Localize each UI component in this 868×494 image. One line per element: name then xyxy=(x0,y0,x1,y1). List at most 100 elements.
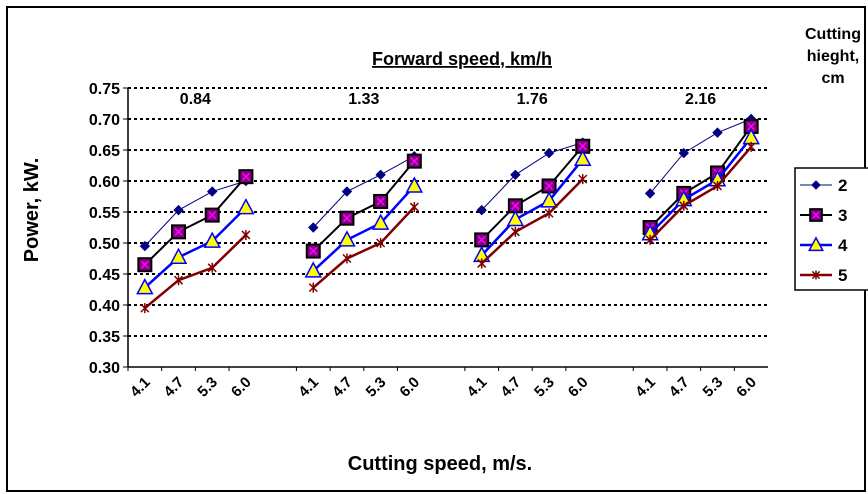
group-label: 2.16 xyxy=(685,91,716,108)
data-point-x xyxy=(511,201,520,210)
legend-label: 2 xyxy=(838,176,847,195)
legend-title-line: hieght, xyxy=(807,48,859,65)
data-point-x xyxy=(812,211,820,219)
x-tick-label: 5.3 xyxy=(700,374,727,401)
x-tick-label: 6.0 xyxy=(228,374,255,401)
legend-label: 5 xyxy=(838,266,847,285)
x-tick-label: 4.7 xyxy=(329,374,356,401)
series-line xyxy=(481,142,583,211)
series-line xyxy=(649,136,753,235)
data-point xyxy=(573,149,592,167)
data-point xyxy=(712,127,723,138)
legend-box xyxy=(794,167,868,291)
data-point-x xyxy=(376,197,385,206)
data-point xyxy=(712,180,723,191)
y-tick-label: 0.45 xyxy=(89,267,120,284)
group-labels: 0.84 1.33 1.76 2.16 xyxy=(180,91,717,108)
data-point-x xyxy=(410,157,419,166)
series-line xyxy=(312,160,416,252)
y-tick-label: 0.55 xyxy=(89,205,120,222)
legend-title-line: Cutting xyxy=(805,26,861,43)
data-point-x xyxy=(578,142,587,151)
data-point xyxy=(342,253,352,264)
series-line xyxy=(649,125,752,229)
data-point xyxy=(241,229,251,240)
x-axis-label: Cutting speed, m/s. xyxy=(348,453,532,475)
data-point-x xyxy=(174,227,183,236)
data-point xyxy=(173,275,184,286)
data-point xyxy=(477,258,487,269)
axes xyxy=(127,88,768,368)
x-tick-label: 4.1 xyxy=(295,374,322,401)
y-tick-label: 0.65 xyxy=(89,143,120,160)
series-line xyxy=(144,234,247,310)
y-tick-label: 0.70 xyxy=(89,112,120,129)
data-point xyxy=(338,230,356,247)
data-point xyxy=(811,270,821,280)
series-line xyxy=(649,118,752,194)
x-tick-label: 6.0 xyxy=(396,374,423,401)
data-point xyxy=(506,209,525,227)
series-line xyxy=(312,185,416,272)
legend-title: Cutting hieght, cm xyxy=(805,26,861,87)
group-label: 0.84 xyxy=(180,91,211,108)
y-tick-label: 0.50 xyxy=(89,236,120,253)
data-point xyxy=(645,234,655,245)
series-line xyxy=(480,158,584,257)
data-point xyxy=(510,226,520,237)
legend-label: 4 xyxy=(838,236,848,255)
series-5 xyxy=(140,141,756,314)
x-tick-label: 5.3 xyxy=(363,374,390,401)
series-line xyxy=(480,178,584,265)
data-point xyxy=(140,303,150,314)
x-tick-label: 5.3 xyxy=(531,374,558,401)
data-point xyxy=(476,204,487,216)
data-point-x xyxy=(208,211,217,220)
series-line xyxy=(144,176,247,266)
x-tick-label: 4.1 xyxy=(464,374,491,401)
x-tick-label: 4.7 xyxy=(497,374,524,401)
data-point-x xyxy=(241,172,250,181)
data-point-x xyxy=(342,214,351,223)
data-point xyxy=(375,169,386,181)
data-point-x xyxy=(309,247,318,256)
data-point xyxy=(811,180,821,190)
series-line xyxy=(312,206,416,289)
legend-title-line: cm xyxy=(821,70,844,87)
data-point xyxy=(678,147,689,159)
chart-title: Forward speed, km/h xyxy=(372,49,552,69)
x-tick-label: 6.0 xyxy=(733,374,760,401)
y-axis-label: Power, kW. xyxy=(21,158,43,262)
series-2 xyxy=(139,113,757,252)
data-point xyxy=(578,174,588,185)
series-line xyxy=(312,155,415,228)
series-line xyxy=(480,145,584,241)
data-point xyxy=(807,236,825,252)
data-point xyxy=(169,247,188,265)
y-tick-label: 0.35 xyxy=(89,329,120,346)
y-tick-label: 0.60 xyxy=(89,174,120,191)
y-tick-label: 0.75 xyxy=(89,81,120,98)
group-label: 1.76 xyxy=(517,91,548,108)
data-point-x xyxy=(477,235,486,244)
x-tick-label: 6.0 xyxy=(565,374,592,401)
data-point xyxy=(341,186,353,197)
y-tick-label: 0.40 xyxy=(89,298,120,315)
y-ticks: 0.30 0.35 0.40 0.45 0.50 0.55 0.60 0.65 0.70 0.75 xyxy=(89,81,128,377)
data-point xyxy=(203,231,221,248)
series-line xyxy=(649,146,753,241)
series-line xyxy=(144,180,247,247)
x-ticks: 4.1 4.7 5.3 6.0 4.1 4.7 5.3 6.0 4.1 4.7 5.3 6.0 4.1 4… xyxy=(127,367,760,401)
group-label: 1.33 xyxy=(348,91,379,108)
data-point xyxy=(644,188,656,199)
y-tick-label: 0.30 xyxy=(89,360,120,377)
legend: 2 3 4 5 xyxy=(794,167,868,291)
x-tick-label: 4.7 xyxy=(666,374,693,401)
data-point xyxy=(139,240,151,252)
data-point-x xyxy=(545,181,554,190)
data-point xyxy=(173,204,184,216)
data-point xyxy=(409,202,419,213)
data-point xyxy=(746,141,756,152)
data-point xyxy=(544,208,554,219)
